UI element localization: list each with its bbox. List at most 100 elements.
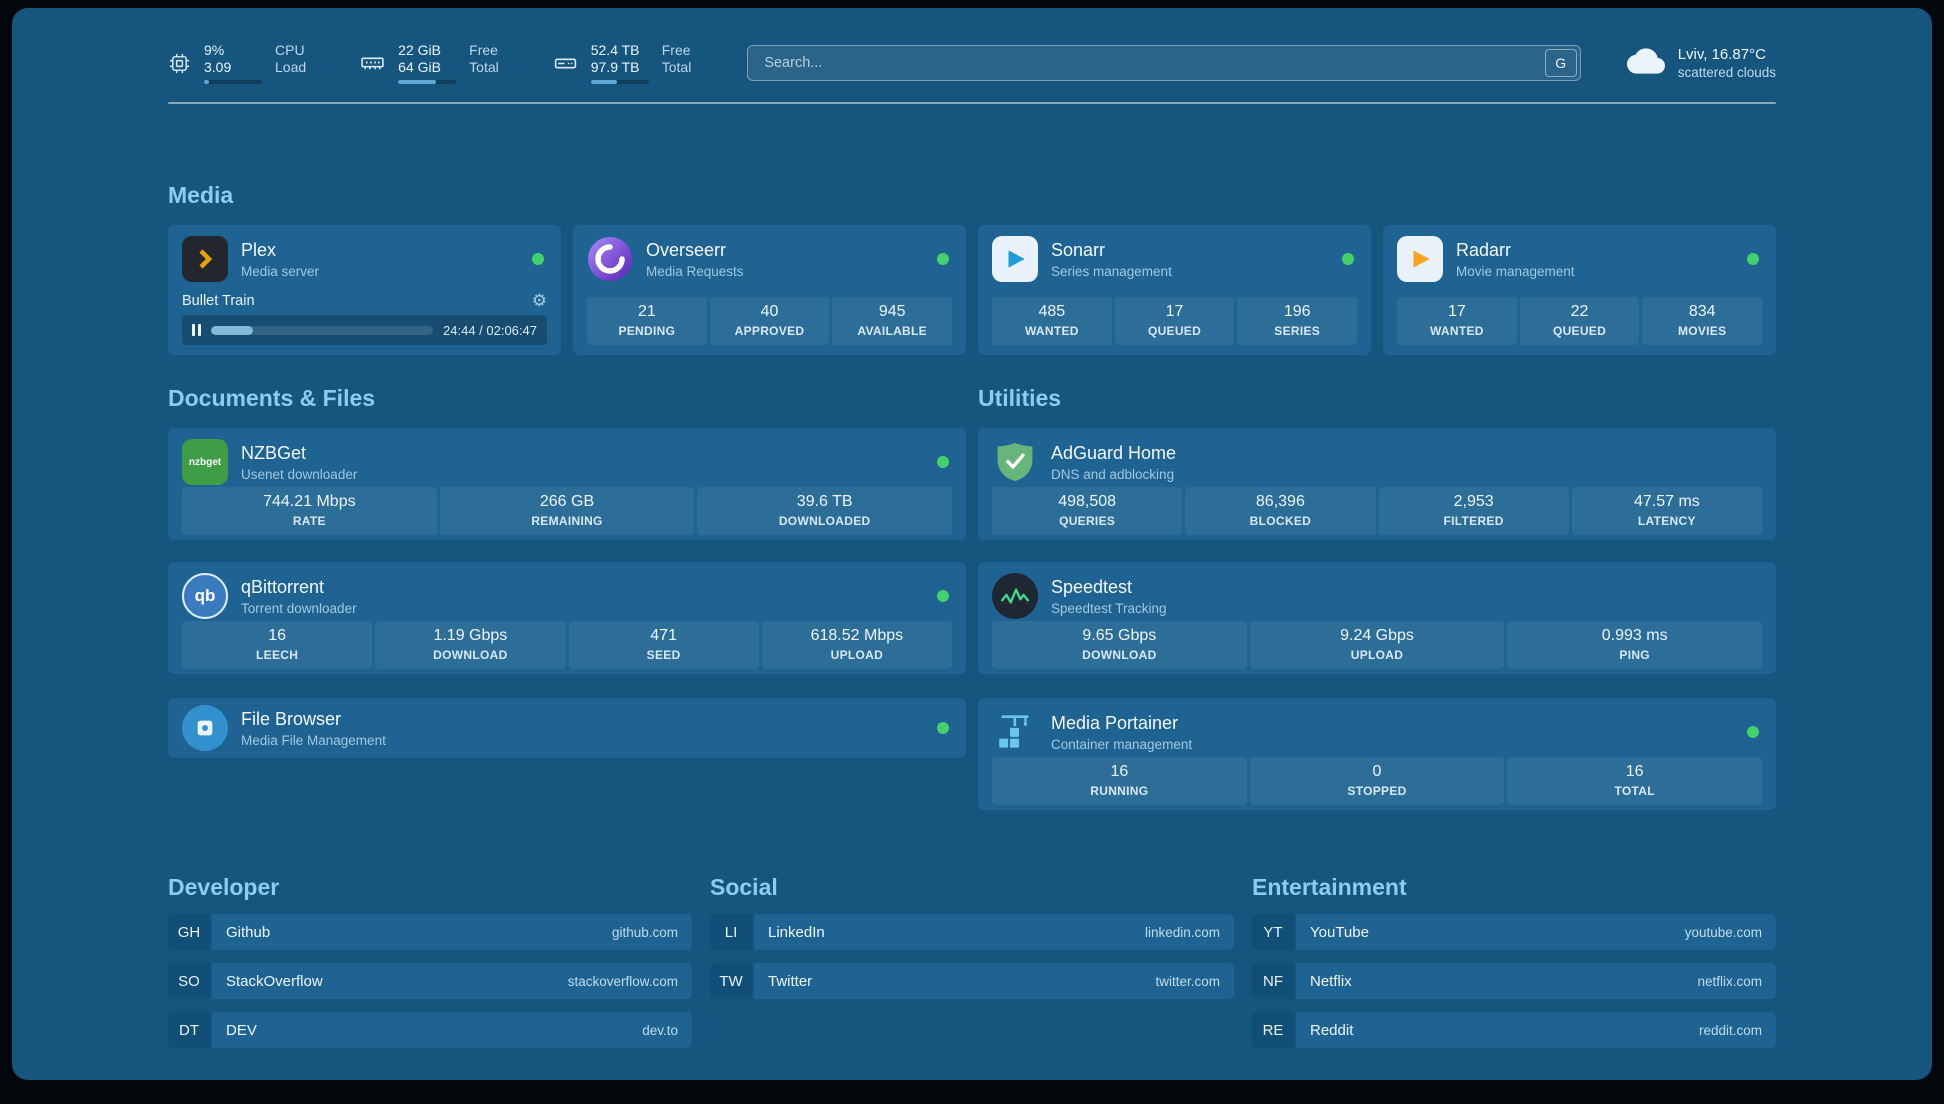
sonarr-icon [992,236,1038,283]
gear-icon[interactable]: ⚙ [531,291,547,311]
app-name: Speedtest [1051,576,1133,597]
memory-labels: Free Total [469,42,499,76]
bookmark-url: reddit.com [1698,1022,1762,1038]
playback-progress-track[interactable] [211,325,434,335]
status-dot [937,253,949,266]
bookmark-stackoverflow[interactable]: SO StackOverflow stackoverflow.com [168,963,692,1000]
stat: 9.24 Gbps UPLOAD [1249,621,1505,670]
app-card-adguard[interactable]: AdGuard Home DNS and adblocking 498,508 Q… [978,428,1776,541]
app-subtitle: Media server [241,263,320,279]
section-title-entertainment: Entertainment [1252,874,1407,901]
app-card-plex[interactable]: Plex Media server Bullet Train ⚙ [168,225,561,356]
search-input[interactable] [748,46,1545,81]
app-text: qBittorrent Torrent downloader [241,577,357,616]
search-engine-button[interactable]: G [1544,49,1577,78]
stats-row: 485 WANTED 17 QUEUED 196 SERIES [992,297,1358,346]
app-text: Plex Media server [241,240,319,279]
stat: 16 LEECH [182,621,373,670]
bookmark-linkedin[interactable]: LI LinkedIn linkedin.com [710,914,1234,951]
cpu-values: 9% 3.09 [204,42,262,85]
cpu-usage-bar [204,80,262,85]
app-subtitle: Media Requests [646,263,744,279]
app-subtitle: Torrent downloader [241,600,357,616]
bookmark-abbr: YT [1252,914,1294,951]
cloud-icon [1626,45,1665,82]
app-text: Speedtest Speedtest Tracking [1051,577,1167,616]
stat: 17 WANTED [1397,297,1517,346]
stats-row: 16 RUNNING 0 STOPPED 16 TOTAL [992,757,1763,806]
bookmarks-area: Developer GH Github github.com SO StackOv… [168,874,1776,1049]
bookmarks-developer: Developer GH Github github.com SO StackOv… [168,874,692,1049]
bookmark-abbr: DT [168,1012,210,1049]
app-text: Sonarr Series management [1051,240,1172,279]
bookmark-github[interactable]: GH Github github.com [168,914,692,951]
app-name: qBittorrent [241,576,325,597]
app-subtitle: Usenet downloader [241,466,358,482]
search-bar[interactable]: G [747,45,1581,82]
disk-total: 97.9 TB [590,59,640,76]
cpu-widget: 9% 3.09 CPU Load [168,42,306,85]
app-name: File Browser [241,708,342,729]
stat: 2,953 FILTERED [1378,487,1569,536]
section-media: Media Plex Media server [168,182,1776,356]
bookmark-name: Netflix [1310,972,1352,990]
bookmark-name: Twitter [768,972,813,990]
speedtest-icon [992,573,1038,620]
stat: 834 MOVIES [1642,297,1763,346]
stats-row: 21 PENDING 40 APPROVED 945 AVAILABLE [587,297,953,346]
stats-row: 498,508 QUERIES 86,396 BLOCKED 2,953 FILTER… [992,487,1762,536]
bookmark-youtube[interactable]: YT YouTube youtube.com [1252,914,1776,951]
app-card-speedtest[interactable]: Speedtest Speedtest Tracking 9.65 Gbps DO… [978,562,1776,675]
stat: 0 STOPPED [1249,757,1505,806]
app-card-portainer[interactable]: Media Portainer Container management 16 R… [978,698,1776,811]
app-subtitle: Speedtest Tracking [1051,600,1167,616]
app-card-overseerr[interactable]: Overseerr Media Requests 21 PENDING 40 APP… [573,225,966,356]
app-subtitle: DNS and adblocking [1051,466,1175,482]
app-card-qbittorrent[interactable]: qb qBittorrent Torrent downloader 16 LEEC… [168,562,966,675]
memory-free: 22 GiB [398,42,441,58]
stat: 0.993 ms PING [1507,621,1763,670]
top-bar: 9% 3.09 CPU Load [168,42,1776,85]
bookmark-reddit[interactable]: RE Reddit reddit.com [1252,1012,1776,1049]
app-subtitle: Container management [1051,736,1193,752]
playback-time: 24:44 / 02:06:47 [443,322,537,338]
bookmark-abbr: LI [710,914,752,951]
bookmark-name: LinkedIn [768,923,825,941]
overseerr-icon [587,236,633,282]
stat: 22 QUEUED [1519,297,1640,346]
memory-values: 22 GiB 64 GiB [398,42,457,85]
app-card-filebrowser[interactable]: File Browser Media File Management [168,698,966,759]
bookmarks-entertainment: Entertainment YT YouTube youtube.com NF N… [1252,874,1776,1049]
stat: 40 APPROVED [709,297,830,346]
app-card-nzbget[interactable]: nzbget NZBGet Usenet downloader 744.21 M… [168,428,966,541]
bookmark-abbr: NF [1252,963,1294,1000]
pause-icon[interactable] [192,324,201,337]
bookmark-dev[interactable]: DT DEV dev.to [168,1012,692,1049]
app-card-radarr[interactable]: Radarr Movie management 17 WANTED 22 QUEUE… [1383,225,1776,356]
stat: 47.57 ms LATENCY [1571,487,1762,536]
bookmark-name: StackOverflow [226,972,323,990]
app-text: NZBGet Usenet downloader [241,443,357,482]
disk-widget: 52.4 TB 97.9 TB Free Total [553,42,691,85]
nzbget-icon: nzbget [182,439,228,486]
weather-text: Lviv, 16.87°C scattered clouds [1678,46,1776,80]
disk-values: 52.4 TB 97.9 TB [590,42,649,85]
app-subtitle: Media File Management [241,732,386,748]
app-card-sonarr[interactable]: Sonarr Series management 485 WANTED 17 QUE… [978,225,1371,356]
now-playing-row: Bullet Train ⚙ [182,292,547,309]
status-dot [937,722,949,735]
search-area: G [691,45,1626,82]
section-title-documents: Documents & Files [168,385,376,412]
system-widgets: 9% 3.09 CPU Load [168,42,691,85]
stat: 86,396 BLOCKED [1185,487,1376,536]
bookmark-abbr: TW [710,963,752,1000]
stat: 1.19 Gbps DOWNLOAD [375,621,566,670]
section-title-utilities: Utilities [978,385,1062,412]
filebrowser-icon [182,705,228,752]
bookmark-netflix[interactable]: NF Netflix netflix.com [1252,963,1776,1000]
app-name: Media Portainer [1051,712,1179,733]
weather-widget: Lviv, 16.87°C scattered clouds [1626,45,1776,82]
bookmark-twitter[interactable]: TW Twitter twitter.com [710,963,1234,1000]
adguard-icon [992,439,1038,485]
app-name: Sonarr [1051,239,1106,260]
